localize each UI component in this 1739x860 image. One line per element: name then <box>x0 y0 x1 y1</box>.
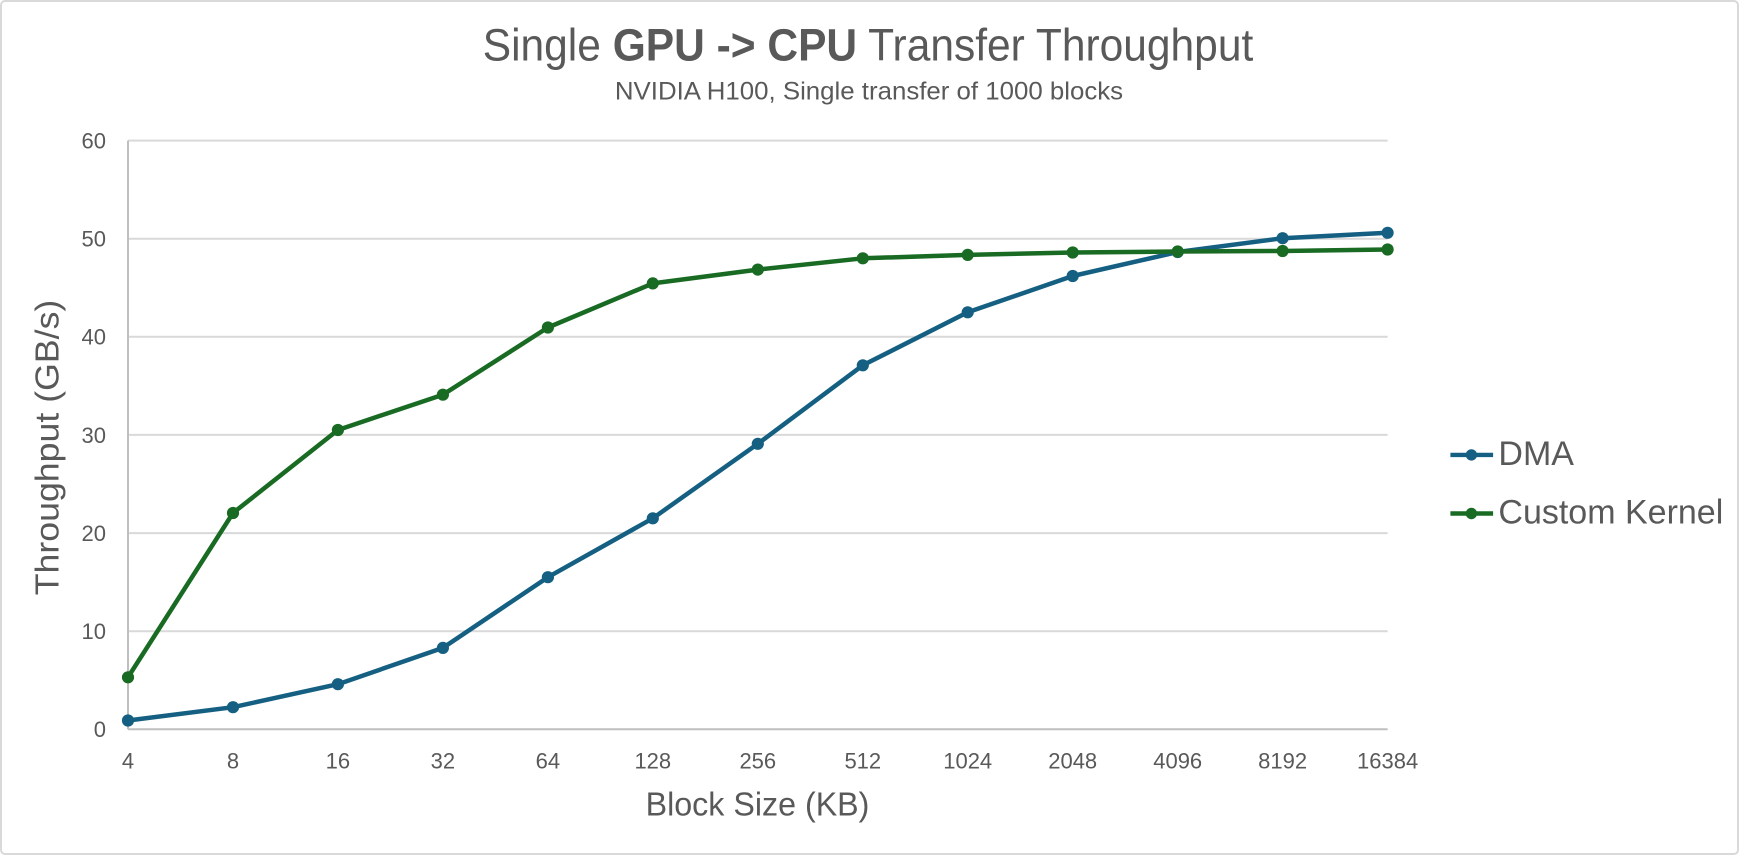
svg-text:Single GPU -> CPU Transfer Thr: Single GPU -> CPU Transfer Throughput <box>483 21 1254 71</box>
svg-text:4: 4 <box>122 748 134 773</box>
svg-text:32: 32 <box>431 748 455 773</box>
svg-text:256: 256 <box>739 748 776 773</box>
svg-text:Throughput (GB/s): Throughput (GB/s) <box>29 300 66 596</box>
svg-text:60: 60 <box>82 129 106 154</box>
svg-text:512: 512 <box>844 748 881 773</box>
svg-text:64: 64 <box>536 748 560 773</box>
svg-text:40: 40 <box>82 325 106 350</box>
svg-text:10: 10 <box>82 619 106 644</box>
svg-text:1024: 1024 <box>943 748 992 773</box>
svg-text:50: 50 <box>82 227 106 252</box>
svg-text:Custom Kernel: Custom Kernel <box>1498 494 1723 532</box>
svg-text:128: 128 <box>634 748 671 773</box>
svg-text:16384: 16384 <box>1357 748 1418 773</box>
svg-text:4096: 4096 <box>1153 748 1202 773</box>
svg-text:Block Size (KB): Block Size (KB) <box>646 785 870 823</box>
svg-text:DMA: DMA <box>1498 435 1574 473</box>
svg-text:30: 30 <box>82 423 106 448</box>
svg-text:NVIDIA H100, Single transfer o: NVIDIA H100, Single transfer of 1000 blo… <box>615 78 1123 106</box>
svg-text:2048: 2048 <box>1048 748 1097 773</box>
svg-text:0: 0 <box>94 717 106 742</box>
svg-text:8: 8 <box>227 748 239 773</box>
svg-text:20: 20 <box>82 521 106 546</box>
svg-text:16: 16 <box>326 748 350 773</box>
svg-text:8192: 8192 <box>1258 748 1307 773</box>
